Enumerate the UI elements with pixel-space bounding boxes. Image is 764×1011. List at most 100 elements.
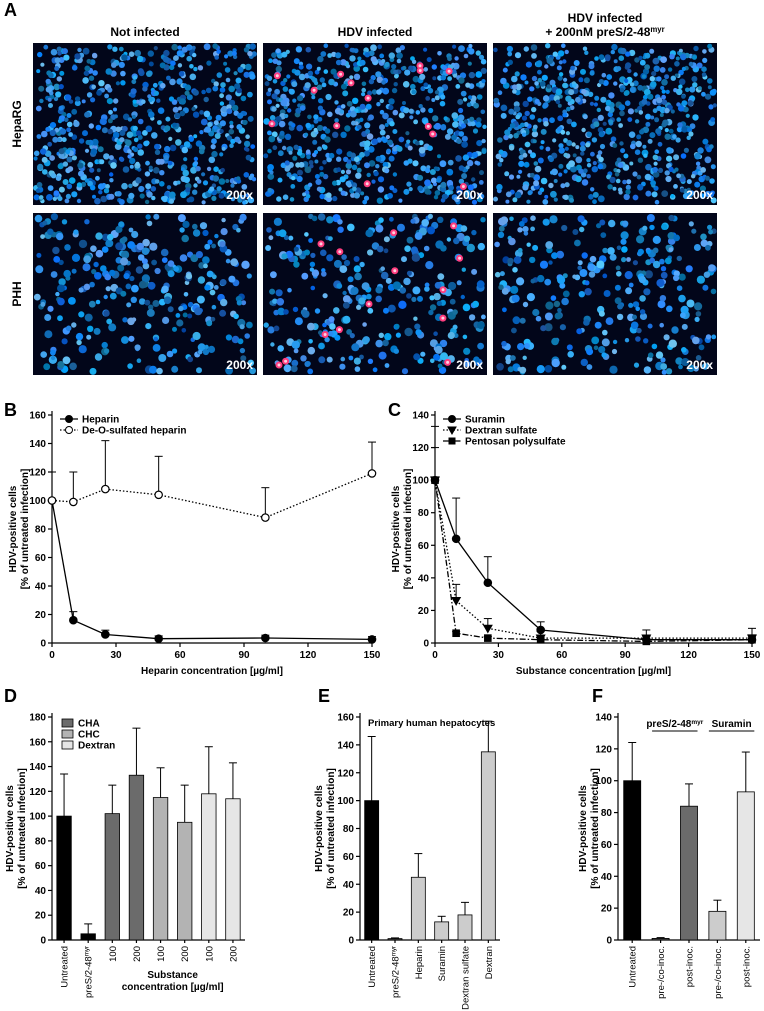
cell-nucleus xyxy=(52,247,59,254)
cell-nucleus xyxy=(687,179,692,184)
cell-nucleus xyxy=(599,131,605,137)
cell-nucleus xyxy=(644,64,650,70)
cell-nucleus xyxy=(153,167,160,174)
cell-nucleus xyxy=(371,180,375,184)
cell-nucleus xyxy=(662,90,666,94)
cell-nucleus xyxy=(324,69,329,74)
cell-nucleus xyxy=(707,225,712,230)
cell-nucleus xyxy=(212,43,218,49)
cell-nucleus xyxy=(94,328,101,335)
cell-nucleus xyxy=(173,266,179,272)
cell-nucleus xyxy=(425,283,430,288)
cell-nucleus xyxy=(542,75,548,81)
x-tick-label-sup: myr xyxy=(83,946,90,956)
cell-nucleus xyxy=(508,109,514,115)
error-bar xyxy=(84,924,92,934)
cell-nucleus xyxy=(652,344,658,350)
infected-cell-core xyxy=(338,250,341,253)
cell-nucleus xyxy=(451,135,457,141)
cell-nucleus xyxy=(681,94,686,99)
cell-nucleus xyxy=(673,235,680,242)
marker xyxy=(485,635,491,641)
cell-nucleus xyxy=(182,221,189,228)
cell-nucleus xyxy=(77,162,83,168)
cell-nucleus xyxy=(458,108,463,113)
cell-nucleus xyxy=(292,156,297,161)
cell-nucleus xyxy=(636,134,641,139)
cell-nucleus xyxy=(368,114,374,120)
cell-nucleus xyxy=(164,146,170,152)
cell-nucleus xyxy=(226,78,231,83)
cell-nucleus xyxy=(558,164,563,169)
y-tick-label: 40 xyxy=(343,880,355,891)
cell-nucleus xyxy=(594,346,599,351)
cell-nucleus xyxy=(660,86,664,90)
cell-nucleus xyxy=(310,267,314,271)
cell-nucleus xyxy=(307,115,312,120)
cell-nucleus xyxy=(651,71,656,76)
cell-nucleus xyxy=(661,190,668,197)
cell-nucleus xyxy=(204,43,211,50)
cell-nucleus xyxy=(477,343,484,350)
cell-nucleus xyxy=(128,184,133,189)
cell-nucleus xyxy=(625,189,630,194)
cell-nucleus xyxy=(319,172,324,177)
cell-nucleus xyxy=(193,183,197,187)
cell-nucleus xyxy=(136,130,142,136)
x-tick-label-text: Dextran xyxy=(484,946,495,979)
cell-nucleus xyxy=(696,311,702,317)
cell-nucleus xyxy=(466,165,470,169)
cell-nucleus xyxy=(325,94,331,100)
cell-nucleus xyxy=(138,186,144,192)
cell-nucleus xyxy=(660,295,666,301)
cell-nucleus xyxy=(167,185,171,189)
cell-nucleus xyxy=(496,363,504,371)
marker xyxy=(452,535,459,542)
cell-nucleus xyxy=(551,169,558,176)
cell-nucleus xyxy=(145,183,151,189)
cell-nucleus xyxy=(438,364,443,369)
cell-nucleus xyxy=(436,177,441,182)
cell-nucleus xyxy=(211,196,216,201)
cell-nucleus xyxy=(122,236,128,242)
cell-nucleus xyxy=(546,84,551,89)
cell-nucleus xyxy=(86,335,91,340)
bar xyxy=(411,877,425,940)
y-tick-label: 140 xyxy=(595,713,612,724)
cell-nucleus xyxy=(593,192,599,198)
cell-nucleus xyxy=(482,125,486,129)
cell-nucleus xyxy=(356,305,361,310)
marker xyxy=(643,638,649,644)
cell-nucleus xyxy=(393,70,398,75)
cell-nucleus xyxy=(611,44,617,50)
cell-nucleus xyxy=(236,78,242,84)
cell-nucleus xyxy=(364,162,370,168)
cell-nucleus xyxy=(379,333,384,338)
cell-nucleus xyxy=(357,168,362,173)
cell-nucleus xyxy=(194,307,202,315)
cell-nucleus xyxy=(308,238,313,243)
cell-nucleus xyxy=(558,104,562,108)
cell-nucleus xyxy=(307,323,315,331)
cell-nucleus xyxy=(639,295,646,302)
cell-nucleus xyxy=(682,324,688,330)
cell-nucleus xyxy=(665,134,671,140)
cell-nucleus xyxy=(281,253,287,259)
column-title-text: HDV infected xyxy=(568,11,643,25)
cell-nucleus xyxy=(515,52,521,58)
cell-nucleus xyxy=(605,106,610,111)
cell-nucleus xyxy=(241,261,249,269)
cell-nucleus xyxy=(232,51,237,56)
cell-nucleus xyxy=(582,252,588,258)
x-tick-label-text: preS/2-48 xyxy=(84,956,95,998)
cell-nucleus xyxy=(572,275,576,279)
cell-nucleus xyxy=(98,146,104,152)
cell-nucleus xyxy=(562,83,568,89)
cell-nucleus xyxy=(119,137,124,142)
cell-nucleus xyxy=(594,102,598,106)
cell-nucleus xyxy=(572,84,576,88)
error-bar xyxy=(60,774,68,816)
cell-nucleus xyxy=(64,117,69,122)
cell-nucleus xyxy=(398,301,406,309)
cell-nucleus xyxy=(47,306,53,312)
